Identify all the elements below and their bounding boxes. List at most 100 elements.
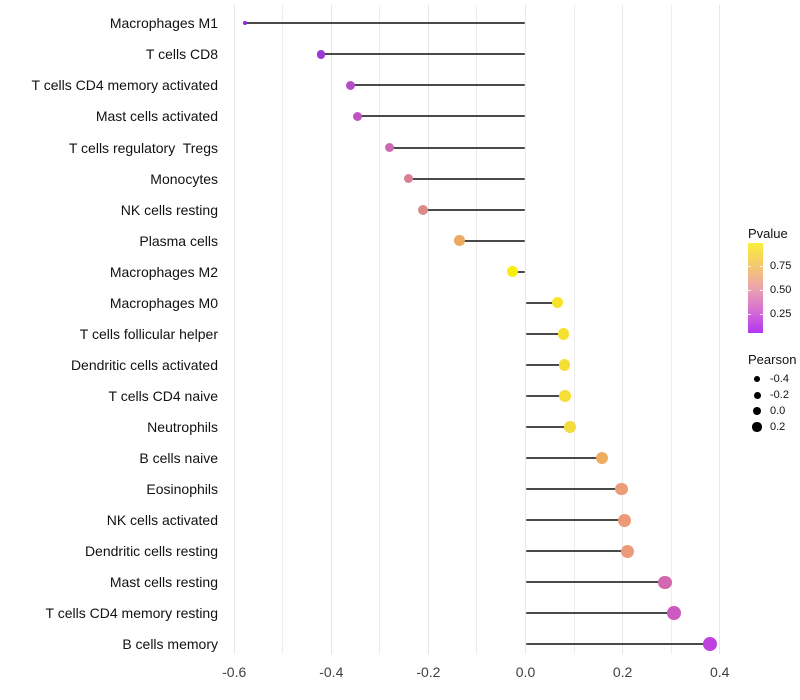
- y-axis-label: T cells CD4 naive: [108, 387, 218, 404]
- y-axis-label: NK cells activated: [106, 512, 218, 529]
- size-legend-label: 0.2: [770, 421, 786, 433]
- size-legend-label: -0.4: [770, 373, 789, 385]
- data-point: [243, 21, 248, 26]
- y-axis-label: B cells memory: [122, 636, 218, 653]
- gridline: [719, 5, 721, 654]
- y-axis-label: T cells CD4 memory activated: [31, 77, 218, 94]
- lollipop-stem: [245, 22, 526, 25]
- x-axis-tick-label: 0.4: [709, 664, 730, 680]
- x-axis-tick-label: 0.2: [612, 664, 633, 680]
- lollipop-stem: [357, 115, 526, 118]
- pvalue-legend-title: Pvalue: [748, 226, 788, 241]
- data-point: [506, 266, 518, 278]
- data-point: [557, 328, 570, 340]
- data-point: [316, 50, 326, 59]
- size-legend-dot: [752, 422, 762, 432]
- gridline: [379, 5, 381, 654]
- x-axis-tick-label: -0.6: [222, 664, 247, 680]
- data-point: [559, 390, 571, 402]
- y-axis-label: T cells CD4 memory resting: [45, 605, 218, 622]
- lollipop-stem: [525, 394, 565, 397]
- lollipop-stem: [525, 363, 565, 366]
- data-point: [615, 482, 629, 496]
- y-axis-label: Macrophages M0: [109, 294, 218, 311]
- y-axis-label: T cells follicular helper: [79, 325, 218, 342]
- colorbar-tick: [748, 266, 751, 267]
- size-legend-label: 0.0: [770, 405, 786, 417]
- data-point: [384, 142, 395, 153]
- lollipop-stem: [408, 177, 526, 180]
- data-point: [563, 421, 576, 433]
- lollipop-stem: [525, 612, 675, 615]
- lollipop-stem: [525, 332, 564, 335]
- y-axis-label: NK cells resting: [120, 201, 218, 218]
- data-point: [658, 575, 672, 589]
- data-point: [702, 637, 717, 652]
- lollipop-stem: [525, 581, 665, 584]
- pvalue-colorbar: [748, 243, 763, 333]
- x-axis-tick-label: -0.4: [319, 664, 344, 680]
- gridline: [233, 5, 235, 654]
- lollipop-stem: [512, 270, 526, 273]
- colorbar-tick: [748, 314, 751, 315]
- lollipop-stem: [525, 550, 628, 553]
- data-point: [345, 80, 355, 90]
- colorbar-tick: [760, 266, 763, 267]
- gridline: [282, 5, 284, 654]
- gridline: [427, 5, 429, 654]
- data-point: [417, 204, 428, 215]
- lollipop-stem: [350, 84, 526, 87]
- y-axis-label: Eosinophils: [146, 481, 218, 498]
- lollipop-stem: [422, 208, 526, 211]
- lollipop-stem: [525, 643, 710, 646]
- y-axis-label: B cells naive: [139, 450, 218, 466]
- data-point: [558, 359, 571, 371]
- data-point: [595, 451, 608, 465]
- y-axis-label: Dendritic cells resting: [84, 543, 218, 560]
- y-axis-label: Neutrophils: [147, 418, 218, 435]
- lollipop-stem: [525, 301, 558, 304]
- y-axis-label: T cells CD8: [145, 46, 218, 63]
- x-axis-tick-label: 0.0: [515, 664, 536, 680]
- lollipop-stem: [525, 457, 602, 459]
- y-axis-label: Plasma cells: [139, 232, 218, 249]
- data-point: [352, 111, 363, 122]
- data-point: [618, 513, 631, 527]
- gridline: [573, 5, 575, 654]
- pearson-legend-title: Pearson: [748, 352, 797, 367]
- gridline: [622, 5, 624, 654]
- gridline: [476, 5, 478, 654]
- size-legend-label: -0.2: [770, 389, 789, 401]
- data-point: [403, 173, 414, 184]
- y-axis-label: Macrophages M2: [109, 263, 218, 280]
- colorbar-tick-label: 0.75: [770, 260, 792, 272]
- colorbar-tick: [760, 314, 763, 315]
- y-axis-label: Macrophages M1: [109, 15, 218, 32]
- lollipop-stem: [525, 425, 570, 428]
- gridline: [525, 5, 526, 654]
- colorbar-tick-label: 0.50: [770, 284, 792, 296]
- lollipop-stem: [459, 239, 526, 242]
- x-axis-tick-label: -0.2: [416, 664, 441, 680]
- y-axis-label: Mast cells resting: [109, 574, 218, 591]
- lollipop-stem: [525, 519, 625, 522]
- lollipop-stem: [321, 53, 526, 56]
- gridline: [670, 5, 672, 654]
- data-point: [454, 235, 465, 246]
- gridline: [330, 5, 332, 654]
- size-legend-dot: [753, 391, 761, 399]
- y-axis-label: T cells regulatory Tregs: [68, 139, 218, 156]
- data-point: [667, 606, 681, 621]
- data-point: [551, 297, 564, 309]
- size-legend-dot: [752, 406, 762, 416]
- colorbar-tick: [748, 290, 751, 291]
- lollipop-stem: [525, 488, 622, 491]
- lollipop-stem: [389, 146, 526, 149]
- colorbar-tick-label: 0.25: [770, 308, 792, 320]
- y-axis-label: Monocytes: [150, 170, 218, 187]
- y-axis-label: Dendritic cells activated: [70, 356, 218, 373]
- data-point: [620, 544, 634, 558]
- size-legend-dot: [754, 376, 760, 382]
- colorbar-tick: [760, 290, 763, 291]
